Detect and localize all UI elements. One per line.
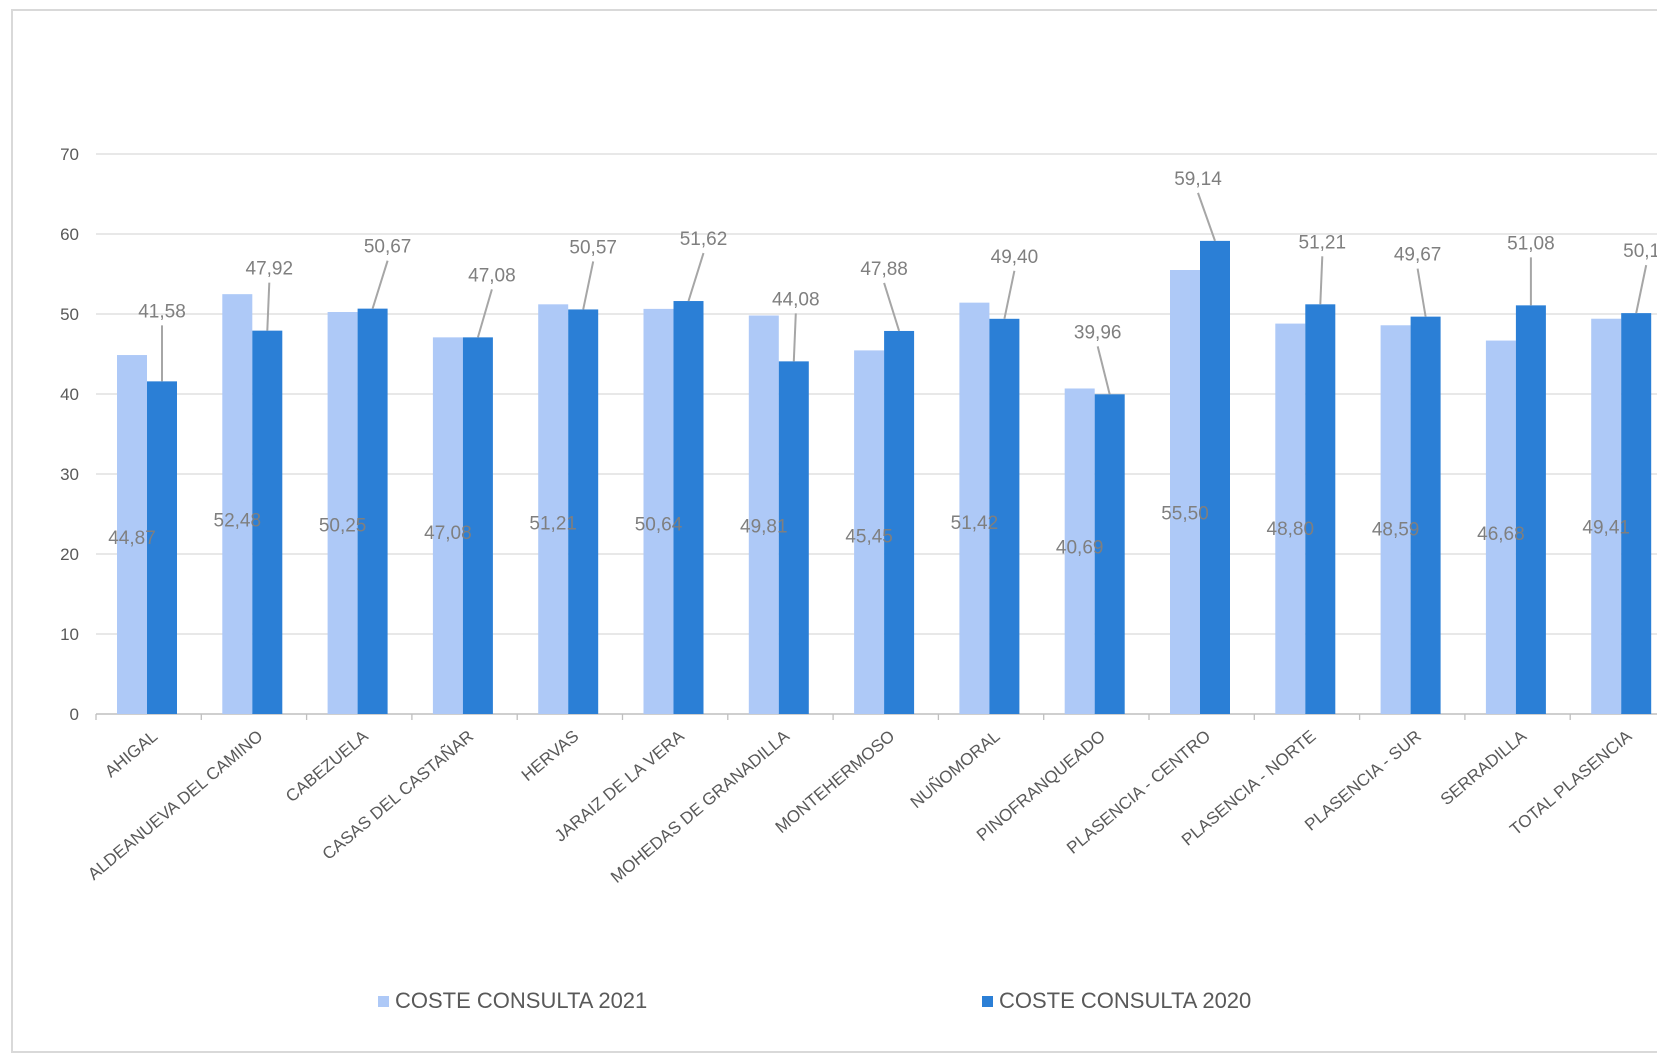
bar-2020 (1305, 304, 1336, 714)
bar-2021 (1380, 325, 1411, 714)
legend-label-2020: COSTE CONSULTA 2020 (999, 988, 1252, 1013)
x-category-label: MOHEDAS DE GRANADILLA (607, 726, 793, 887)
bar-2021 (432, 337, 463, 714)
leader-line (1096, 346, 1111, 395)
data-label-2020: 47,08 (468, 265, 516, 286)
bar-2021 (959, 302, 990, 714)
bar-2020 (1410, 316, 1441, 714)
x-category-label: CABEZUELA (282, 726, 372, 806)
x-category-label: AHIGAL (101, 727, 161, 782)
bar-2020 (462, 337, 493, 714)
data-label-2020: 44,08 (772, 289, 820, 310)
legend-label-2021: COSTE CONSULTA 2021 (395, 988, 648, 1013)
legend-item-2020: COSTE CONSULTA 2020 (982, 988, 1251, 1014)
bar-2020 (357, 308, 388, 714)
data-label-2021: 45,45 (845, 527, 893, 548)
x-category-label: PLASENCIA - SUR (1301, 727, 1425, 835)
bar-2021 (1064, 388, 1095, 714)
bar-2020 (1094, 394, 1125, 714)
bar-2020 (252, 330, 283, 714)
leader-line (1319, 256, 1324, 305)
data-label-2020: 50,67 (364, 237, 412, 258)
bar-2021 (854, 350, 885, 714)
data-label-2020: 47,92 (246, 259, 294, 280)
bar-2021 (327, 312, 358, 714)
bar-2021 (643, 308, 674, 714)
y-tick-label: 30 (60, 465, 79, 484)
leader-line (476, 289, 493, 338)
leader-line (1003, 270, 1016, 320)
bar-2020 (884, 330, 915, 714)
leader-line (1635, 264, 1648, 314)
leader-line (1416, 268, 1427, 317)
data-label-2020: 59,14 (1174, 169, 1222, 190)
data-label-2020: 50,57 (569, 237, 617, 258)
bar-2020 (1515, 305, 1546, 714)
data-label-2021: 48,59 (1372, 519, 1420, 540)
data-label-2021: 47,08 (424, 523, 472, 544)
bar-2021 (1275, 323, 1306, 714)
x-category-label: MONTEHERMOSO (772, 727, 899, 837)
data-label-2021: 52,48 (214, 510, 262, 531)
data-label-2020: 49,40 (991, 247, 1039, 268)
leader-line (687, 252, 705, 302)
bar-2021 (538, 304, 569, 714)
data-label-2020: 41,58 (138, 301, 186, 322)
bar-2020 (1621, 313, 1652, 714)
leader-line (371, 260, 389, 309)
leader-line (1197, 192, 1216, 242)
data-label-2021: 50,25 (319, 516, 367, 537)
bar-2020 (147, 381, 177, 714)
data-label-2020: 51,21 (1299, 232, 1347, 253)
leader-line (266, 282, 271, 331)
data-label-2021: 51,42 (951, 513, 999, 534)
x-category-label: HERVAS (518, 727, 583, 785)
data-label-2020: 49,67 (1394, 245, 1442, 266)
bar-2021 (1591, 318, 1622, 714)
bar-2020 (673, 301, 704, 714)
y-tick-label: 60 (60, 225, 79, 244)
y-tick-label: 10 (60, 625, 79, 644)
x-category-label: SERRADILLA (1437, 726, 1531, 809)
bar-2021 (1170, 270, 1200, 714)
data-label-2020: 39,96 (1074, 322, 1122, 343)
data-label-2021: 49,41 (1582, 518, 1630, 539)
y-tick-label: 50 (60, 305, 79, 324)
data-label-2021: 51,21 (529, 513, 577, 534)
x-category-label: ALDEANUEVA DEL CAMINO (84, 727, 266, 884)
data-label-2021: 40,69 (1056, 538, 1104, 559)
data-label-2021: 49,81 (740, 517, 788, 538)
bar-2020 (989, 318, 1020, 714)
bar-2020 (568, 309, 599, 714)
data-label-2021: 50,64 (635, 515, 683, 536)
data-label-2021: 48,80 (1267, 519, 1315, 540)
leader-line (582, 261, 595, 310)
y-tick-label: 0 (70, 705, 79, 724)
data-label-2021: 46,68 (1477, 524, 1525, 545)
legend-item-2021: COSTE CONSULTA 2021 (378, 988, 647, 1014)
leader-line (883, 282, 901, 332)
bar-2021 (1485, 340, 1516, 714)
legend-swatch-2021 (378, 995, 389, 1007)
data-label-2021: 55,50 (1161, 504, 1209, 525)
bar-2020 (778, 361, 809, 714)
leader-line (792, 313, 797, 362)
bar-2021 (222, 294, 253, 714)
y-tick-label: 70 (60, 145, 79, 164)
y-tick-label: 40 (60, 385, 79, 404)
data-label-2021: 44,87 (108, 528, 156, 549)
bar-2021 (748, 315, 779, 714)
bar-2021 (117, 355, 147, 714)
bar-2020 (1200, 240, 1230, 714)
data-label-2020: 50,11 (1623, 241, 1657, 262)
legend-swatch-2020 (982, 995, 993, 1007)
x-category-label: NUÑOMORAL (907, 727, 1004, 813)
data-label-2020: 51,62 (680, 229, 728, 250)
data-label-2020: 47,88 (860, 259, 908, 280)
data-label-2020: 51,08 (1507, 233, 1555, 254)
y-tick-label: 20 (60, 545, 79, 564)
